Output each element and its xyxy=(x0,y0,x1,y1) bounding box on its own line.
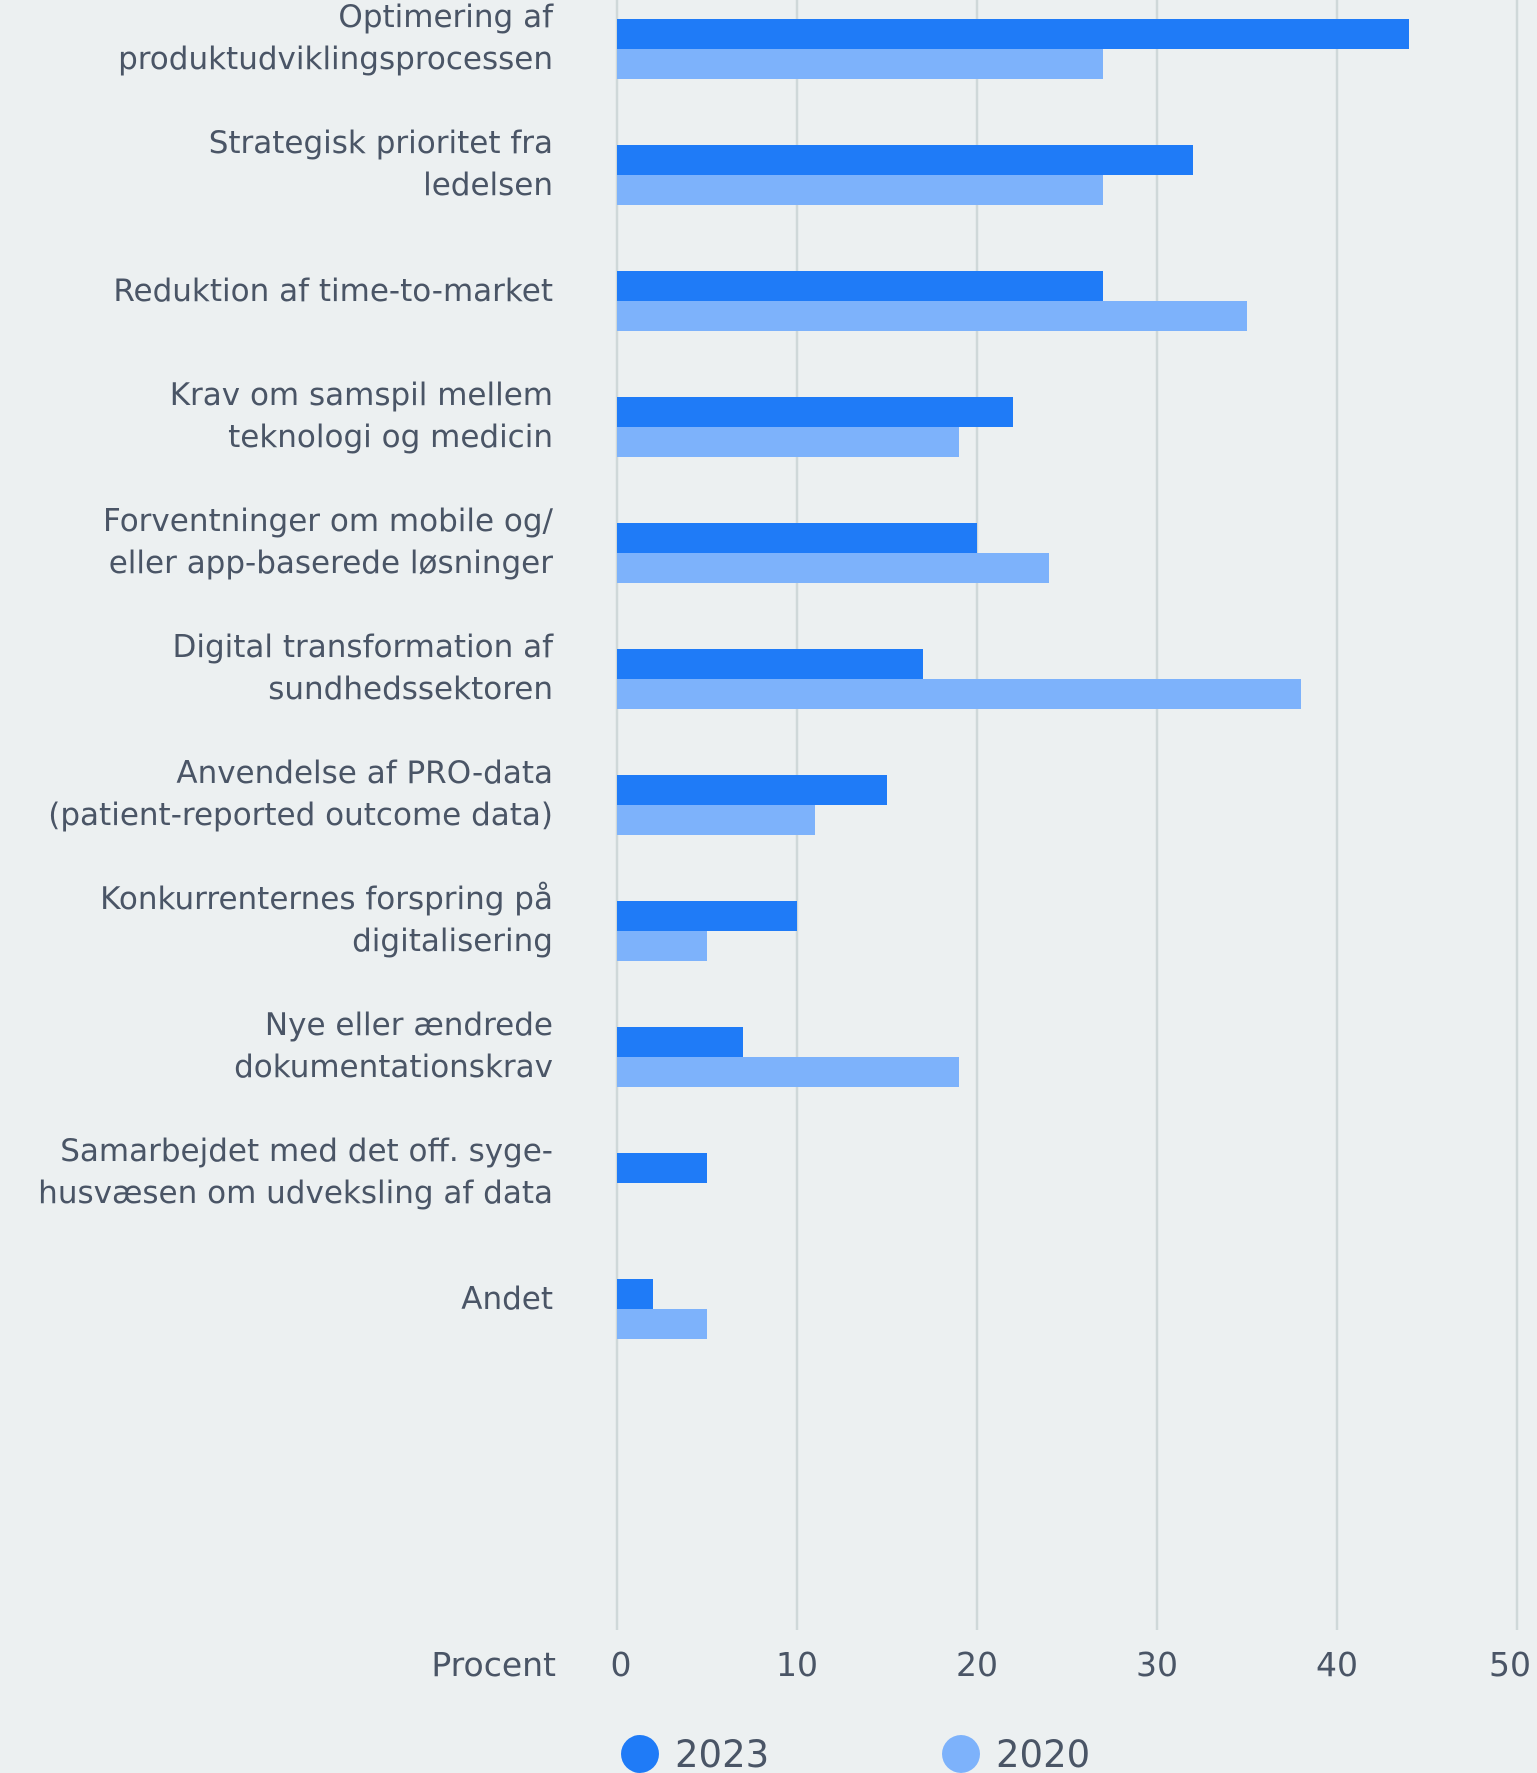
x-tick-label: 50 xyxy=(1489,1645,1531,1684)
category-label-line: ledelsen xyxy=(423,167,553,203)
x-tick-label: 40 xyxy=(1316,1645,1358,1684)
category-label-line: produktudviklingsprocessen xyxy=(118,41,553,77)
category-label-line: Reduktion af time-to-market xyxy=(113,273,553,309)
category-label-line: Forventninger om mobile og/ xyxy=(103,503,554,539)
bar-2023-7 xyxy=(617,775,887,805)
legend-label-2023: 2023 xyxy=(675,1733,769,1773)
category-label-line: eller app-baserede løsninger xyxy=(109,545,554,581)
category-label: Reduktion af time-to-market xyxy=(113,273,553,309)
bar-2020-9 xyxy=(617,1057,959,1087)
category-label-line: sundhedssektoren xyxy=(268,671,553,707)
x-tick-label: 0 xyxy=(611,1645,632,1684)
category-label-line: Nye eller ændrede xyxy=(265,1007,553,1043)
category-label: Strategisk prioritet fra ledelsen xyxy=(209,125,553,203)
category-label-line: teknologi og medicin xyxy=(228,419,553,455)
bar-2020-5 xyxy=(617,553,1049,583)
category-label-line: (patient-reported outcome data) xyxy=(48,797,553,833)
legend-swatch-2023 xyxy=(621,1735,659,1773)
bar-2023-10 xyxy=(617,1153,707,1183)
bar-2023-11 xyxy=(617,1279,653,1309)
category-label: Samarbejdet med det off. syge-husvæsen o… xyxy=(38,1133,553,1211)
category-label-line: Optimering af xyxy=(338,0,554,35)
bar-2023-5 xyxy=(617,523,977,553)
category-label-line: Strategisk prioritet fra xyxy=(209,125,553,161)
bar-2020-3 xyxy=(617,301,1247,331)
bar-2023-4 xyxy=(617,397,1013,427)
x-tick-label: 10 xyxy=(776,1645,818,1684)
bar-2020-2 xyxy=(617,175,1103,205)
bar-2020-8 xyxy=(617,931,707,961)
category-label-line: Konkurrenternes forspring på xyxy=(100,881,553,917)
category-label-line: digitalisering xyxy=(352,923,553,959)
category-label-line: Digital transformation af xyxy=(172,629,554,665)
bar-2023-3 xyxy=(617,271,1103,301)
category-label: Nye eller ændrede dokumentationskrav xyxy=(234,1007,553,1085)
category-label: Konkurrenternes forspring på digitaliseri… xyxy=(100,881,553,959)
category-label: Optimering af produktudviklingsprocessen xyxy=(118,0,554,77)
category-label: Krav om samspil mellem teknologi og medic… xyxy=(170,377,553,455)
bar-2020-7 xyxy=(617,805,815,835)
bar-2023-6 xyxy=(617,649,923,679)
category-label-line: Andet xyxy=(461,1281,553,1317)
category-label: Anvendelse af PRO-data (patient-reported … xyxy=(48,755,553,833)
category-label-line: Anvendelse af PRO-data xyxy=(176,755,553,791)
category-label: Andet xyxy=(461,1281,553,1317)
x-tick-label: 20 xyxy=(956,1645,998,1684)
x-axis-label: Procent xyxy=(431,1645,556,1684)
bar-2023-2 xyxy=(617,145,1193,175)
legend-label-2020: 2020 xyxy=(996,1733,1090,1773)
bar-2023-8 xyxy=(617,901,797,931)
legend-swatch-2020 xyxy=(942,1735,980,1773)
category-label-line: husvæsen om udveksling af data xyxy=(38,1175,553,1211)
category-label: Forventninger om mobile og/eller app-bas… xyxy=(103,503,554,581)
x-tick-label: 30 xyxy=(1136,1645,1178,1684)
bar-2020-1 xyxy=(617,49,1103,79)
bar-2020-11 xyxy=(617,1309,707,1339)
bar-2023-9 xyxy=(617,1027,743,1057)
category-label-line: Samarbejdet med det off. syge- xyxy=(60,1133,553,1169)
category-label: Digital transformation af sundhedssektore… xyxy=(172,629,554,707)
bar-2020-4 xyxy=(617,427,959,457)
category-label-line: dokumentationskrav xyxy=(234,1049,553,1085)
bar-2020-6 xyxy=(617,679,1301,709)
bar-2023-1 xyxy=(617,19,1409,49)
category-label-line: Krav om samspil mellem xyxy=(170,377,553,413)
